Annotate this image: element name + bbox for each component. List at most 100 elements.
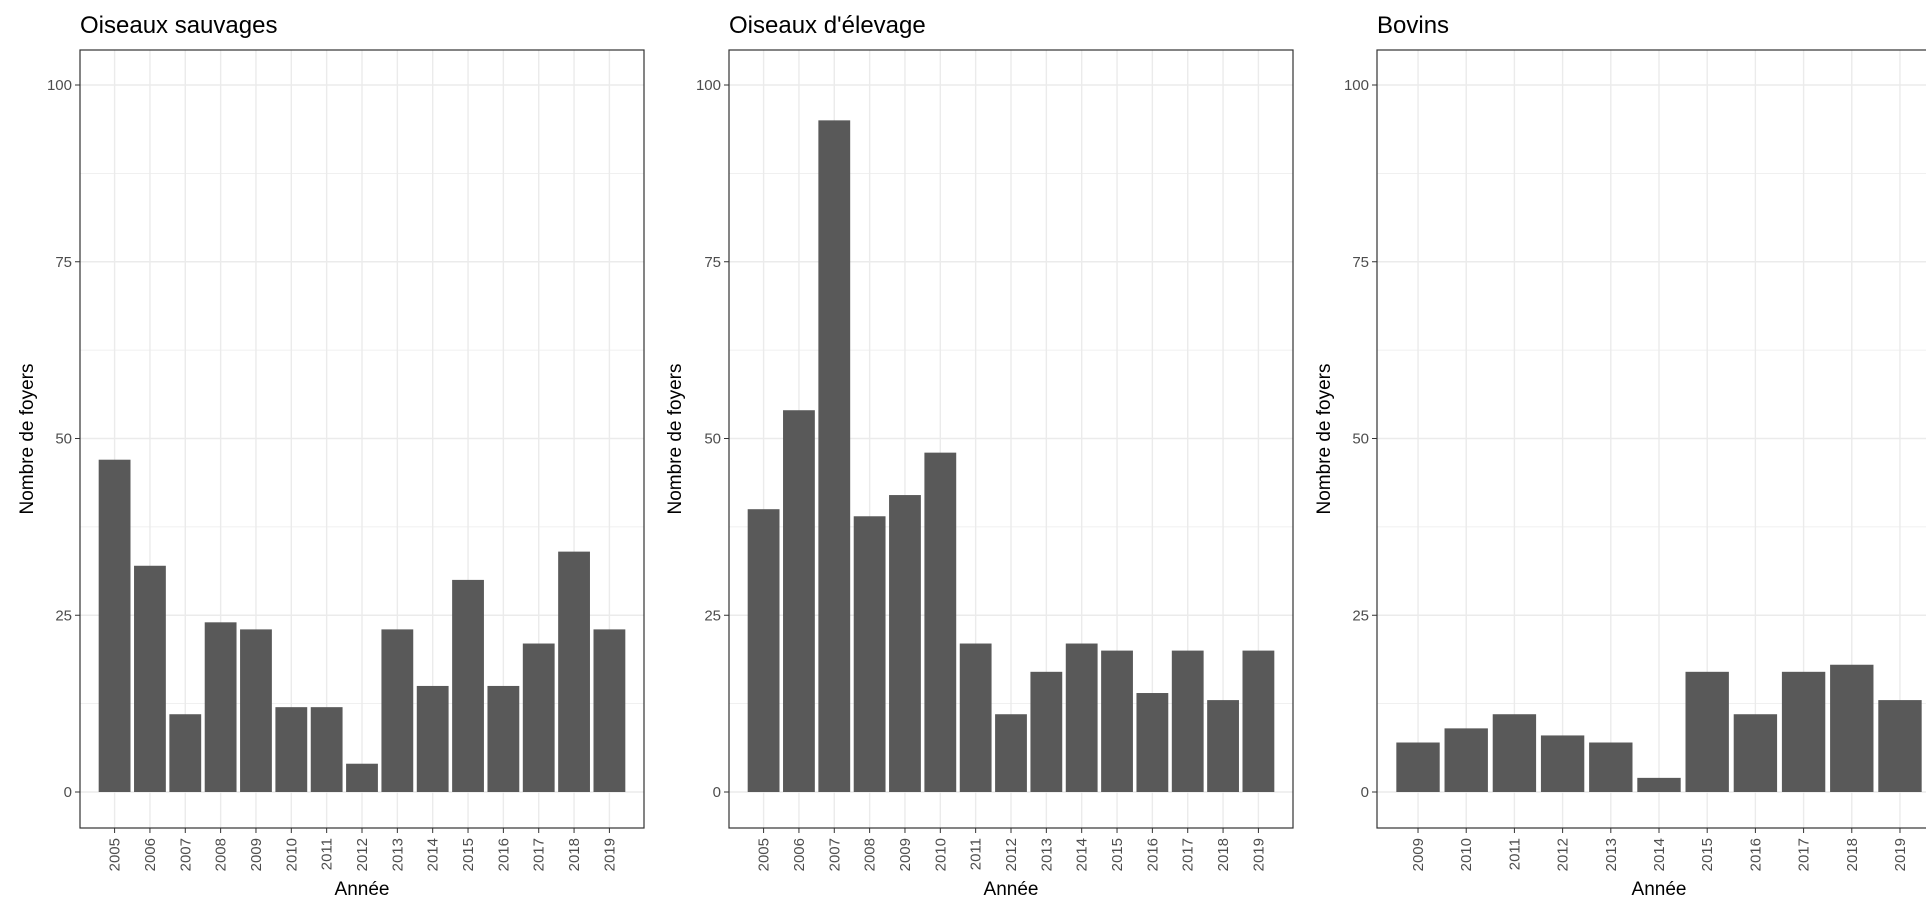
- bar-2007: [818, 120, 851, 793]
- x-tick-label: 2015: [460, 838, 477, 871]
- bar-2019: [1242, 650, 1275, 792]
- x-tick-label: 2011: [319, 838, 336, 870]
- x-axis-label: Année: [984, 879, 1039, 899]
- bar-2014: [416, 685, 449, 792]
- y-tick-label: 25: [55, 607, 72, 624]
- x-tick-label: 2016: [1144, 838, 1161, 871]
- x-tick-label: 2017: [1180, 838, 1197, 871]
- bar-2019: [1878, 700, 1922, 792]
- x-tick-label: 2010: [932, 838, 949, 871]
- bar-2010: [275, 707, 308, 792]
- bar-2017: [1781, 671, 1826, 792]
- bar-2013: [1030, 671, 1063, 792]
- y-tick-label: 75: [1352, 254, 1369, 271]
- x-tick-label: 2014: [1651, 838, 1668, 871]
- bar-2006: [134, 565, 166, 792]
- bar-2009: [240, 629, 272, 792]
- bar-2011: [959, 643, 992, 792]
- bar-2017: [1171, 650, 1204, 792]
- x-tick-label: 2012: [354, 838, 371, 871]
- bar-2007: [169, 714, 202, 792]
- chart-title: Bovins: [1377, 12, 1449, 39]
- bar-2005: [747, 509, 780, 792]
- bar-2012: [995, 714, 1027, 792]
- x-tick-label: 2011: [968, 838, 985, 870]
- bar-2016: [1136, 693, 1169, 792]
- bar-2011: [310, 707, 343, 792]
- x-tick-label: 2018: [1844, 838, 1861, 871]
- bar-2017: [522, 643, 555, 792]
- x-tick-label: 2017: [1796, 838, 1813, 871]
- x-tick-label: 2013: [389, 838, 406, 871]
- y-tick-label: 0: [1361, 784, 1369, 801]
- y-tick-label: 75: [55, 254, 72, 271]
- chart-title: Oiseaux sauvages: [80, 12, 277, 39]
- y-tick-label: 0: [64, 784, 72, 801]
- x-axis-label: Année: [1632, 879, 1687, 899]
- x-tick-label: 2008: [213, 838, 230, 871]
- x-tick-label: 2005: [756, 838, 773, 871]
- bar-2015: [452, 579, 484, 792]
- y-tick-label: 100: [47, 77, 72, 94]
- x-tick-label: 2013: [1038, 838, 1055, 871]
- bar-2019: [593, 629, 626, 792]
- bar-2009: [1396, 742, 1440, 792]
- y-axis-label: Nombre de foyers: [1314, 363, 1335, 514]
- x-tick-label: 2010: [1458, 838, 1475, 871]
- y-tick-label: 50: [1352, 431, 1369, 448]
- y-tick-label: 100: [1344, 77, 1369, 94]
- x-tick-label: 2008: [862, 838, 879, 871]
- bar-2009: [889, 495, 921, 792]
- bar-2010: [924, 452, 957, 792]
- y-tick-label: 50: [55, 431, 72, 448]
- bar-2005: [98, 459, 131, 792]
- x-tick-label: 2010: [283, 838, 300, 871]
- bar-2016: [1733, 714, 1778, 792]
- x-tick-label: 2009: [1410, 838, 1427, 871]
- x-tick-label: 2007: [177, 838, 194, 871]
- x-tick-label: 2015: [1109, 838, 1126, 871]
- x-tick-label: 2006: [791, 838, 808, 871]
- x-tick-label: 2009: [897, 838, 914, 871]
- bar-2015: [1101, 650, 1133, 792]
- bar-2008: [853, 516, 886, 792]
- bar-2016: [487, 685, 520, 792]
- bar-2013: [1589, 742, 1633, 792]
- x-tick-label: 2009: [248, 838, 265, 871]
- chart-panel-3: 2009 2010 2011 2012 2013 2014 2015 2016 2017 2018…: [1314, 12, 1926, 899]
- bar-2012: [1540, 735, 1585, 792]
- x-tick-label: 2006: [142, 838, 159, 871]
- bar-2013: [381, 629, 414, 792]
- bar-2012: [346, 763, 378, 792]
- x-tick-label: 2019: [601, 838, 618, 871]
- y-tick-label: 25: [704, 607, 721, 624]
- x-tick-label: 2017: [531, 838, 548, 871]
- x-tick-label: 2018: [1215, 838, 1232, 871]
- x-tick-label: 2012: [1555, 838, 1572, 871]
- y-axis-label: Nombre de foyers: [665, 363, 686, 514]
- chart-panel-1: 2005 2006 2007 2008 2009 2010 2011 2012 2013 2014…: [17, 12, 645, 899]
- y-tick-label: 50: [704, 431, 721, 448]
- x-tick-label: 2018: [566, 838, 583, 871]
- x-tick-label: 2016: [1747, 838, 1764, 871]
- x-tick-label: 2019: [1250, 838, 1267, 871]
- y-tick-label: 0: [713, 784, 721, 801]
- y-tick-label: 25: [1352, 607, 1369, 624]
- bar-2018: [1207, 700, 1239, 792]
- bar-2018: [1830, 664, 1874, 792]
- bar-2015: [1685, 671, 1729, 792]
- bar-2006: [783, 410, 815, 792]
- y-tick-label: 100: [696, 77, 721, 94]
- x-tick-label: 2014: [425, 838, 442, 871]
- bar-2014: [1637, 777, 1681, 792]
- x-axis-label: Année: [335, 879, 390, 899]
- x-tick-label: 2013: [1603, 838, 1620, 871]
- x-tick-label: 2015: [1699, 838, 1716, 871]
- y-axis-label: Nombre de foyers: [17, 363, 38, 514]
- x-tick-label: 2019: [1892, 838, 1909, 871]
- y-tick-label: 75: [704, 254, 721, 271]
- bar-2008: [204, 622, 237, 792]
- bar-2014: [1065, 643, 1098, 792]
- x-tick-label: 2012: [1003, 838, 1020, 871]
